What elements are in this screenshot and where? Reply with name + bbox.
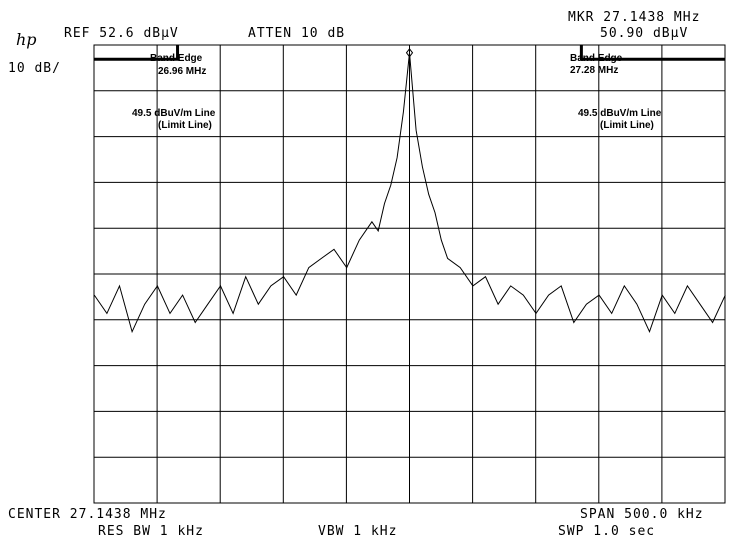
limit-line-right-sub: (Limit Line) (600, 120, 654, 131)
spectrum-trace (93, 52, 726, 334)
sweep-time: SWP 1.0 sec (558, 524, 656, 539)
scale-per-division: 10 dB/ (8, 61, 61, 76)
limit-line-right-label: 49.5 dBuV/m Line (578, 108, 662, 119)
band-edge-left-freq: 26.96 MHz (158, 66, 207, 77)
video-bandwidth: VBW 1 kHz (318, 524, 398, 539)
hp-logo: hp (16, 30, 37, 49)
attenuation: ATTEN 10 dB (248, 26, 346, 41)
band-edge-right-freq: 27.28 MHz (570, 65, 619, 76)
marker-frequency: MKR 27.1438 MHz (568, 10, 701, 25)
center-frequency: CENTER 27.1438 MHz (8, 507, 167, 522)
limit-line-left (94, 45, 180, 61)
limit-line-right (579, 45, 725, 61)
marker-amplitude: 50.90 dBμV (600, 26, 689, 41)
frequency-span: SPAN 500.0 kHz (580, 507, 704, 522)
limit-line-left-sub: (Limit Line) (158, 120, 212, 131)
reference-level: REF 52.6 dBμV (64, 26, 179, 41)
band-edge-left-label: Band Edge (150, 53, 203, 64)
band-edge-right-label: Band Edge (570, 53, 623, 64)
limit-lines (94, 45, 725, 61)
limit-line-left-label: 49.5 dBuV/m Line (132, 108, 216, 119)
graticule (93, 44, 726, 504)
marker-symbol (405, 47, 414, 58)
marker-diamond (405, 47, 414, 58)
resolution-bandwidth: RES BW 1 kHz (98, 524, 204, 539)
